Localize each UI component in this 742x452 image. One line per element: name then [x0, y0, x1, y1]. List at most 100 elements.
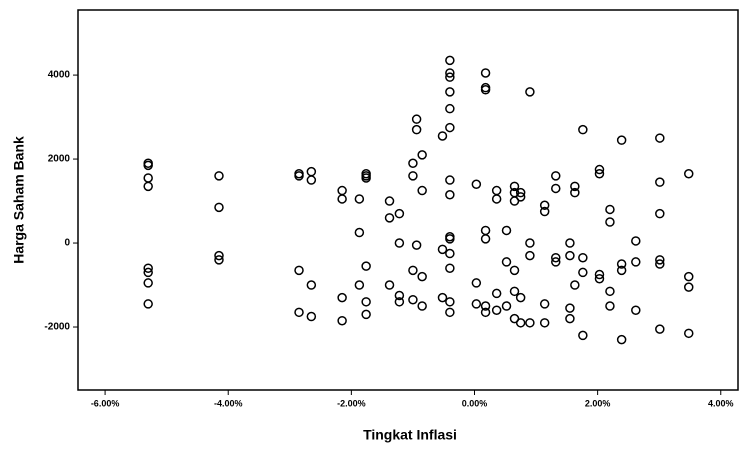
point — [294, 171, 304, 181]
point — [491, 185, 502, 196]
point — [616, 135, 627, 145]
point — [515, 187, 526, 198]
point — [445, 175, 455, 185]
point — [539, 318, 550, 328]
point — [471, 278, 482, 288]
point — [394, 238, 405, 248]
x-tick-label: 0.00% — [462, 398, 488, 408]
point — [417, 271, 427, 282]
point — [354, 194, 365, 204]
point — [445, 297, 455, 307]
point — [631, 257, 641, 267]
point — [214, 250, 224, 261]
point — [214, 202, 224, 213]
point — [616, 334, 627, 345]
point — [565, 303, 575, 313]
point — [143, 160, 153, 171]
point — [408, 265, 418, 276]
point — [337, 185, 347, 196]
point — [294, 265, 304, 276]
point — [631, 305, 641, 315]
point — [384, 213, 395, 223]
point — [306, 166, 317, 177]
point — [471, 299, 482, 309]
point — [551, 171, 561, 181]
y-tick-label: -2000 — [44, 322, 70, 333]
point — [437, 244, 448, 255]
point — [509, 265, 520, 276]
x-tick-label: -6.00% — [91, 398, 120, 408]
point — [445, 307, 455, 318]
x-axis-label: Tingkat Inflasi — [363, 427, 457, 443]
point — [480, 307, 491, 318]
point — [565, 313, 575, 324]
point — [655, 208, 665, 219]
point — [605, 286, 615, 297]
point — [578, 252, 588, 263]
point — [411, 124, 422, 135]
point — [408, 294, 418, 305]
point — [306, 311, 317, 322]
point — [445, 68, 455, 78]
point — [491, 194, 502, 204]
point — [491, 305, 502, 315]
point — [445, 190, 455, 200]
point — [394, 290, 405, 301]
point — [515, 318, 526, 328]
x-tick-label: 2.00% — [585, 398, 611, 408]
point — [471, 179, 482, 190]
y-axis-label: Harga Saham Bank — [11, 136, 27, 264]
point — [143, 278, 153, 288]
point — [445, 72, 455, 82]
point — [214, 255, 224, 265]
point — [655, 259, 665, 269]
point — [143, 173, 153, 183]
point — [515, 292, 526, 303]
point — [361, 261, 371, 271]
point — [480, 301, 491, 311]
point — [594, 273, 605, 284]
point — [361, 297, 371, 307]
point — [354, 227, 365, 238]
point — [605, 204, 615, 215]
point — [354, 280, 365, 290]
point — [445, 248, 455, 259]
point — [570, 187, 580, 198]
point — [384, 196, 395, 206]
point — [437, 131, 448, 141]
point — [143, 263, 153, 273]
point — [570, 181, 580, 192]
point — [294, 307, 304, 318]
point — [480, 85, 491, 95]
point — [539, 206, 550, 217]
point — [655, 177, 665, 187]
point — [655, 255, 665, 265]
point — [306, 280, 317, 290]
point — [411, 240, 422, 250]
point — [437, 292, 448, 303]
point — [594, 169, 605, 179]
point — [394, 297, 405, 307]
point — [539, 299, 550, 309]
point — [551, 183, 561, 194]
point — [480, 68, 491, 78]
point — [605, 301, 615, 311]
point — [501, 257, 512, 267]
point — [509, 181, 520, 192]
point — [551, 257, 561, 267]
point — [525, 250, 535, 261]
point — [594, 164, 605, 175]
point — [509, 286, 520, 297]
y-tick-label: 0 — [64, 238, 70, 249]
point — [445, 122, 455, 133]
point — [384, 280, 395, 290]
point — [445, 263, 455, 273]
point — [655, 324, 665, 334]
point — [411, 114, 422, 124]
point — [501, 225, 512, 236]
point — [480, 234, 491, 244]
point — [491, 288, 502, 299]
point — [655, 133, 665, 143]
point — [214, 171, 224, 181]
